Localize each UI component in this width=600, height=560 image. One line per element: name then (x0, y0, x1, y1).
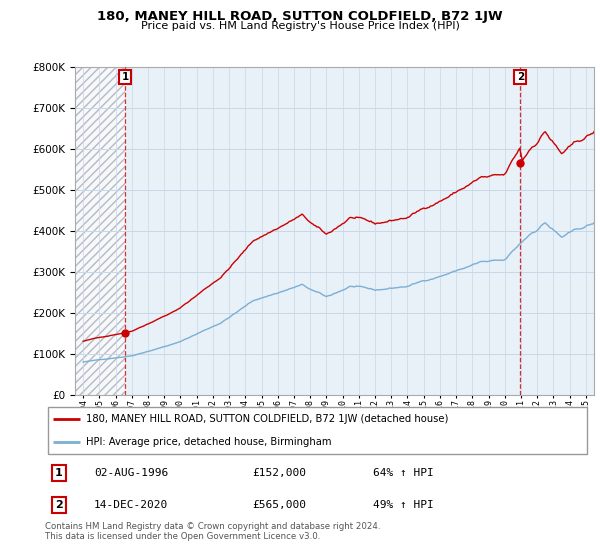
Bar (75, 67, 125, 395)
Text: Price paid vs. HM Land Registry's House Price Index (HPI): Price paid vs. HM Land Registry's House … (140, 21, 460, 31)
Text: £152,000: £152,000 (253, 468, 307, 478)
Text: HPI: Average price, detached house, Birmingham: HPI: Average price, detached house, Birm… (86, 437, 331, 447)
Text: 14-DEC-2020: 14-DEC-2020 (94, 500, 169, 510)
Text: 2: 2 (517, 72, 524, 82)
Text: 180, MANEY HILL ROAD, SUTTON COLDFIELD, B72 1JW: 180, MANEY HILL ROAD, SUTTON COLDFIELD, … (97, 10, 503, 23)
Text: 1: 1 (121, 72, 128, 82)
Text: 1: 1 (55, 468, 62, 478)
Text: 2: 2 (55, 500, 62, 510)
Text: £565,000: £565,000 (253, 500, 307, 510)
Text: 180, MANEY HILL ROAD, SUTTON COLDFIELD, B72 1JW (detached house): 180, MANEY HILL ROAD, SUTTON COLDFIELD, … (86, 414, 448, 424)
Text: 49% ↑ HPI: 49% ↑ HPI (373, 500, 433, 510)
Bar (75, 67, 125, 395)
Text: 02-AUG-1996: 02-AUG-1996 (94, 468, 169, 478)
FancyBboxPatch shape (48, 407, 587, 454)
Text: Contains HM Land Registry data © Crown copyright and database right 2024.
This d: Contains HM Land Registry data © Crown c… (45, 522, 380, 542)
Text: 64% ↑ HPI: 64% ↑ HPI (373, 468, 433, 478)
